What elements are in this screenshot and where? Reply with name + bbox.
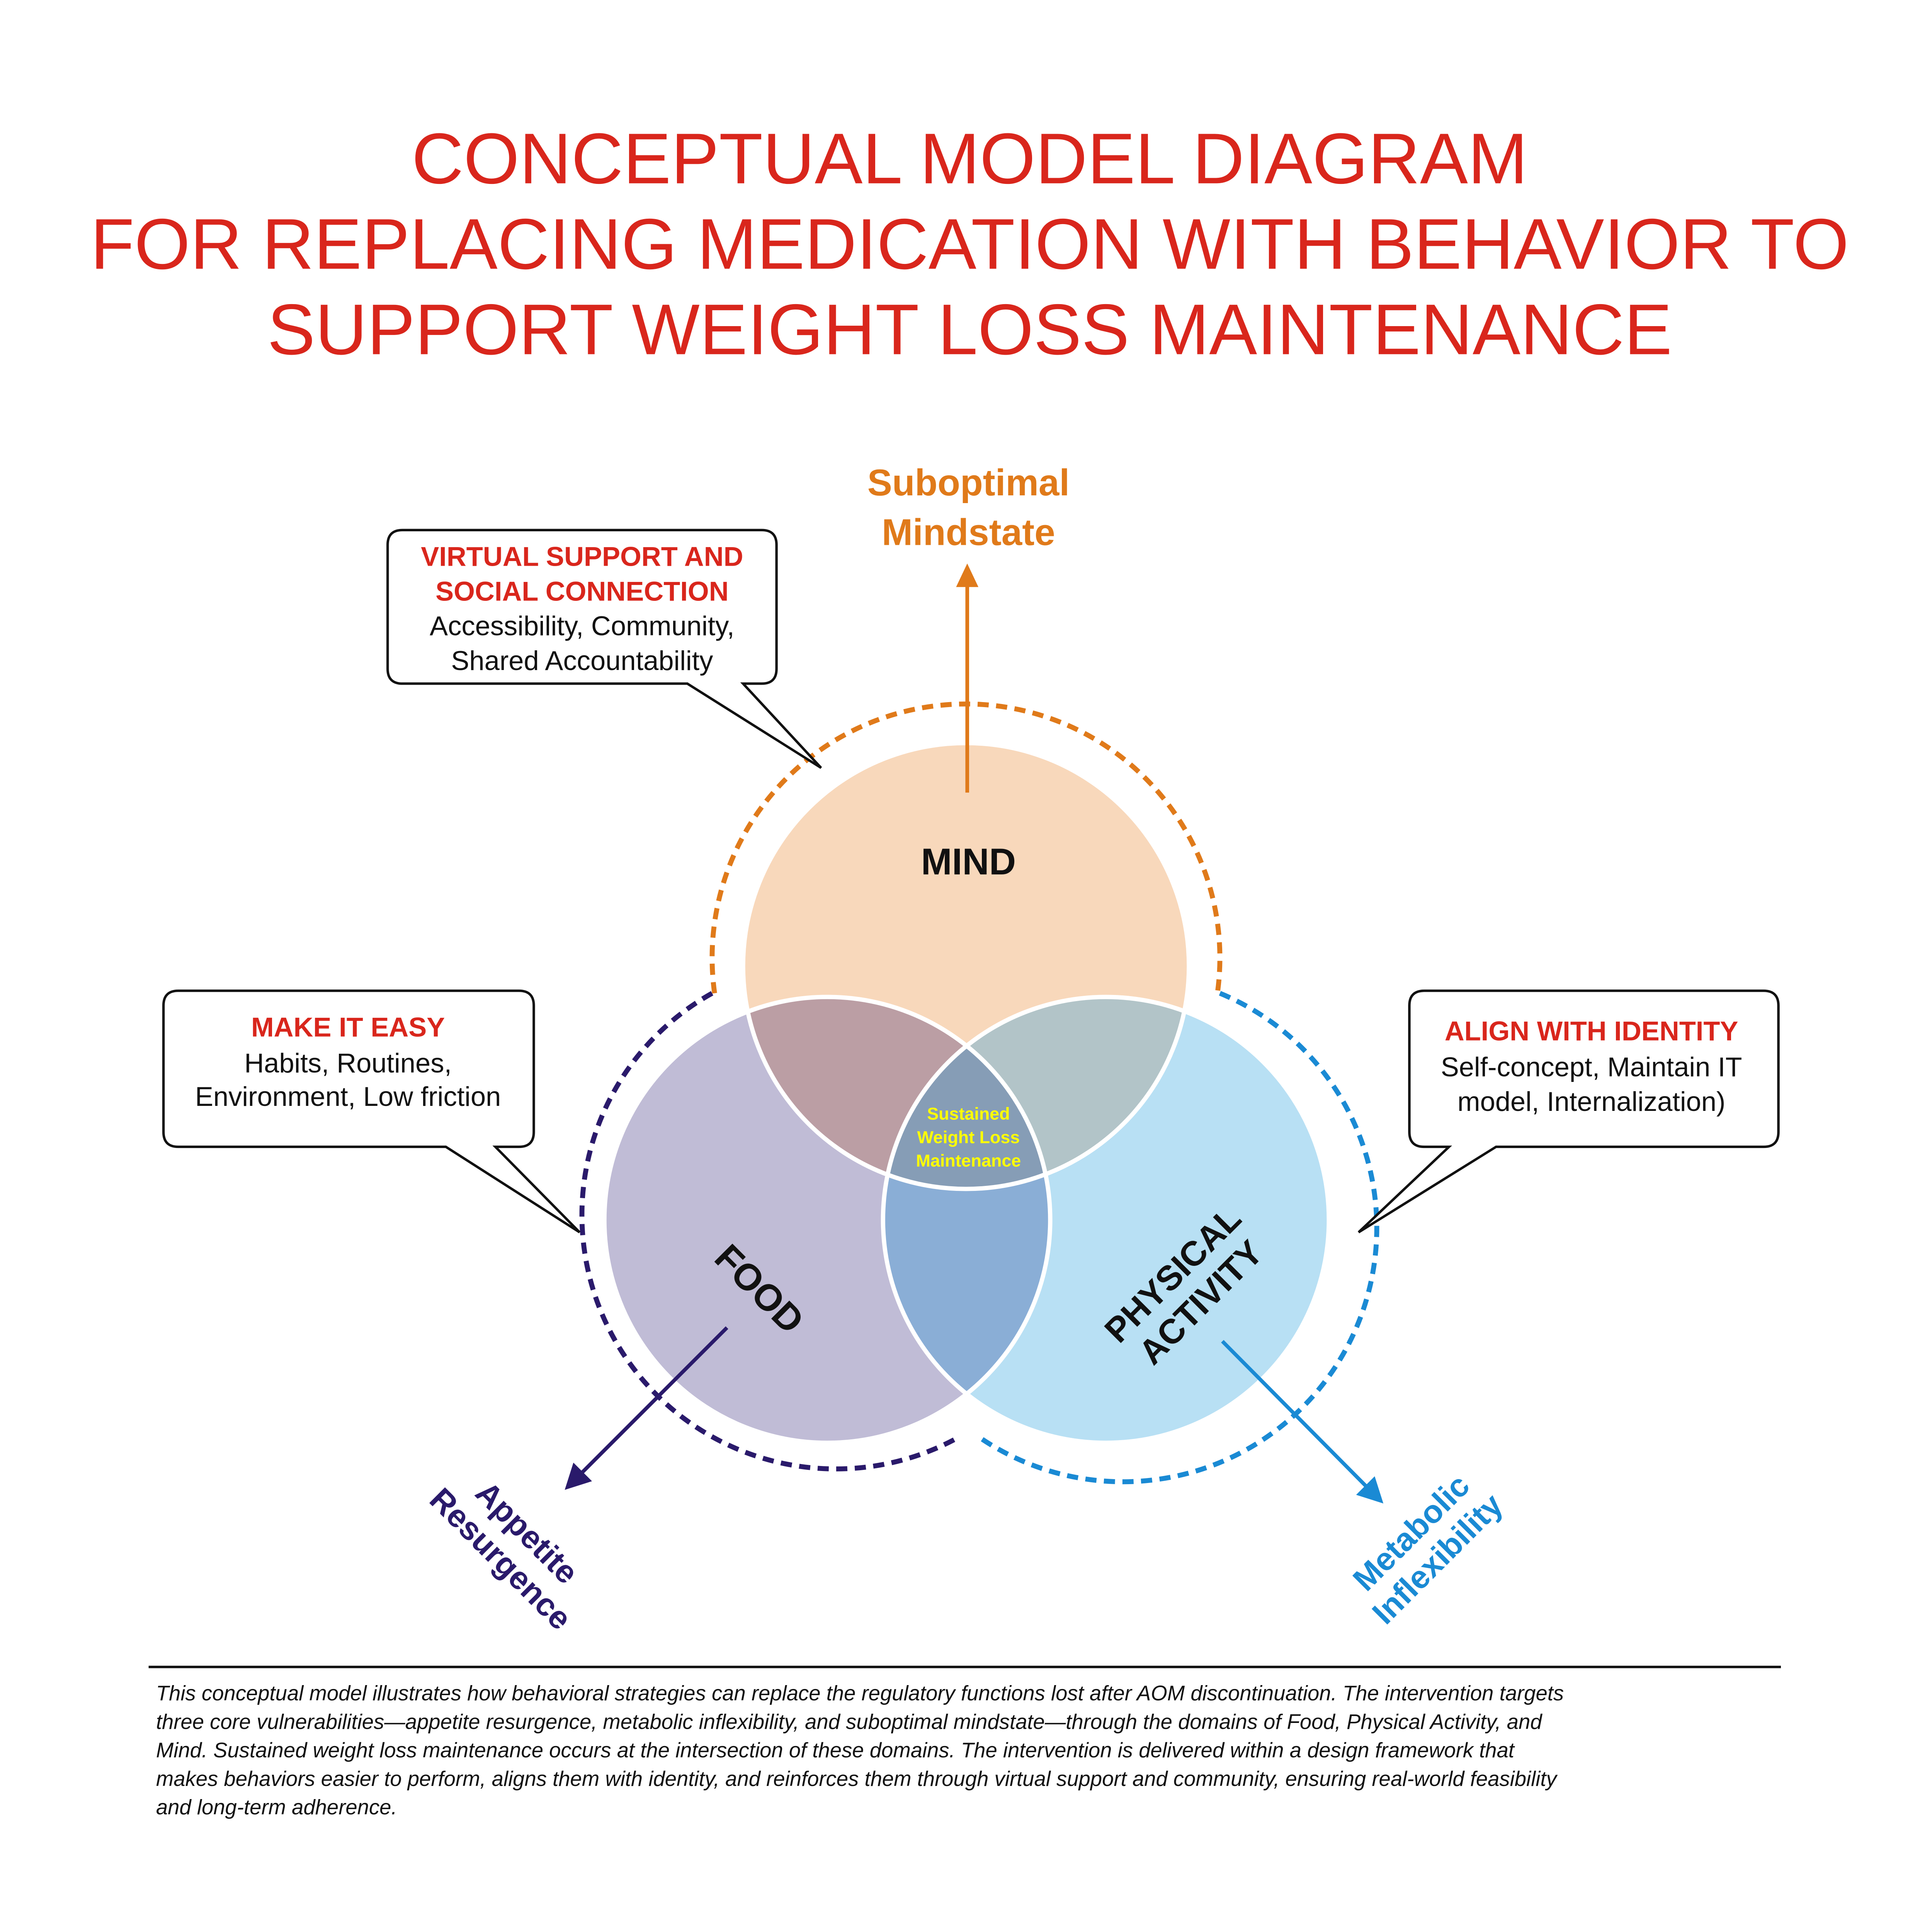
caption: This conceptual model illustrates how be… bbox=[156, 1682, 1564, 1819]
center-label-line-2: Weight Loss bbox=[917, 1127, 1020, 1147]
callout-align-with-identity: ALIGN WITH IDENTITY Self-concept, Mainta… bbox=[1357, 989, 1780, 1233]
center-label: Sustained Weight Loss Maintenance bbox=[916, 1104, 1021, 1170]
suboptimal-mindstate-label: Suboptimal Mindstate bbox=[867, 462, 1070, 553]
food-dashed-arc bbox=[579, 991, 961, 1471]
mind-arrow bbox=[956, 563, 979, 793]
mindstate-line-1: Suboptimal bbox=[867, 462, 1070, 503]
callout-virtual-support: VIRTUAL SUPPORT AND SOCIAL CONNECTION Ac… bbox=[386, 529, 822, 769]
callout-2-body-2: Environment, Low friction bbox=[195, 1081, 501, 1112]
center-label-line-1: Sustained bbox=[927, 1104, 1010, 1123]
title-line-2: FOR REPLACING MEDICATION WITH BEHAVIOR T… bbox=[90, 204, 1849, 284]
callout-1-heading-1: VIRTUAL SUPPORT AND bbox=[421, 541, 743, 572]
pa-dashed-arc bbox=[977, 991, 1379, 1485]
caption-line-5: and long-term adherence. bbox=[156, 1796, 397, 1819]
callout-make-it-easy: MAKE IT EASY Habits, Routines, Environme… bbox=[162, 989, 581, 1233]
title-line-3: SUPPORT WEIGHT LOSS MAINTENANCE bbox=[267, 290, 1672, 370]
caption-line-1: This conceptual model illustrates how be… bbox=[156, 1682, 1564, 1705]
callout-3-heading: ALIGN WITH IDENTITY bbox=[1445, 1015, 1738, 1046]
mindstate-line-2: Mindstate bbox=[882, 512, 1055, 553]
center-label-line-3: Maintenance bbox=[916, 1151, 1021, 1170]
title: CONCEPTUAL MODEL DIAGRAM FOR REPLACING M… bbox=[90, 119, 1849, 369]
caption-line-3: Mind. Sustained weight loss maintenance … bbox=[156, 1738, 1515, 1762]
callout-3-body-2: model, Internalization) bbox=[1458, 1086, 1726, 1117]
title-line-1: CONCEPTUAL MODEL DIAGRAM bbox=[412, 119, 1527, 199]
food-arrow bbox=[565, 1326, 728, 1490]
callout-1-heading-2: SOCIAL CONNECTION bbox=[435, 576, 729, 606]
callout-1-body-1: Accessibility, Community, bbox=[430, 611, 735, 641]
callout-2-heading: MAKE IT EASY bbox=[251, 1012, 445, 1043]
caption-line-4: makes behaviors easier to perform, align… bbox=[156, 1767, 1558, 1791]
mind-label: MIND bbox=[921, 841, 1016, 883]
center-overlap bbox=[883, 997, 1050, 1189]
callout-1-body-2: Shared Accountability bbox=[451, 645, 713, 676]
callout-3-body-1: Self-concept, Maintain IT bbox=[1441, 1051, 1742, 1082]
pa-arrow bbox=[1221, 1340, 1384, 1504]
callout-2-body-1: Habits, Routines, bbox=[244, 1048, 452, 1078]
caption-line-2: three core vulnerabilities—appetite resu… bbox=[156, 1710, 1543, 1733]
